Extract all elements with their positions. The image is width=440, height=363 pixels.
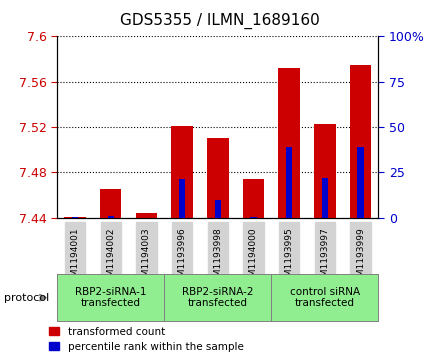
Legend: transformed count, percentile rank within the sample: transformed count, percentile rank withi… [45,322,248,356]
Bar [279,68,300,218]
Text: RBP2-siRNA-2
transfected: RBP2-siRNA-2 transfected [182,287,253,309]
Bar [136,213,157,218]
Bar [322,178,328,218]
Bar [64,217,86,218]
Bar [357,147,364,218]
Bar [172,126,193,218]
Bar [250,217,257,218]
Bar [350,65,371,218]
Bar [215,200,221,218]
Bar [179,179,185,218]
Bar [243,179,264,218]
Bar [314,124,336,218]
Text: GDS5355 / ILMN_1689160: GDS5355 / ILMN_1689160 [120,13,320,29]
Bar [207,138,228,218]
Bar [107,216,114,218]
Bar [100,189,121,218]
Bar [286,147,293,218]
Text: protocol: protocol [4,293,50,303]
Text: control siRNA
transfected: control siRNA transfected [290,287,360,309]
Bar [72,217,78,218]
Text: RBP2-siRNA-1
transfected: RBP2-siRNA-1 transfected [75,287,147,309]
